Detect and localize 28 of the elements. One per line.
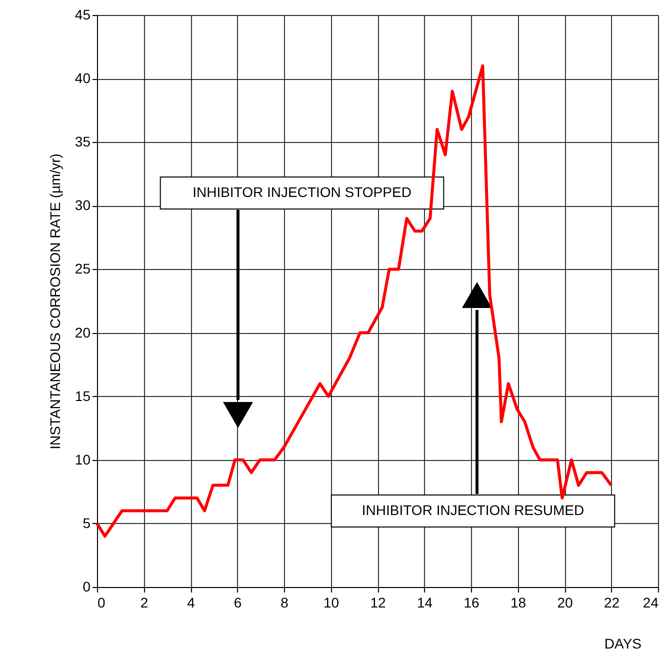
y-axis-title: INSTANTANEOUS CORROSION RATE (µm/yr)	[46, 154, 63, 450]
y-tick-label: 20	[74, 324, 91, 340]
x-tick-label: 0	[98, 594, 106, 610]
line-series	[96, 64, 613, 538]
annotation: INHIBITOR INJECTION RESUMED	[362, 502, 584, 518]
x-tick-label: 20	[557, 594, 573, 610]
x-tick-label: 6	[234, 594, 242, 610]
x-tick-label: 12	[370, 594, 386, 610]
annotation: INHIBITOR INJECTION STOPPED	[192, 184, 412, 200]
y-tick-label: 40	[74, 70, 91, 86]
y-tick-label: 25	[74, 260, 91, 277]
y-tick-label: 0	[82, 578, 91, 594]
y-tick-label: 15	[74, 388, 91, 404]
y-tick-label: 5	[82, 514, 91, 531]
x-tick-label: 22	[604, 594, 620, 610]
x-axis-title: DAYS	[604, 636, 642, 652]
y-tick-label: 45	[74, 6, 91, 22]
x-tick-label: 24	[642, 594, 659, 610]
x-tick-label: 10	[323, 594, 340, 610]
x-tick-label: 18	[510, 594, 526, 610]
x-tick-label: 4	[187, 594, 196, 610]
x-tick-label: 8	[280, 594, 289, 610]
y-tick-label: 10	[74, 451, 91, 468]
x-tick-label: 14	[416, 594, 433, 610]
y-tick-label: 30	[74, 197, 91, 214]
x-tick-label: 16	[464, 594, 480, 610]
x-tick-label: 2	[140, 594, 148, 610]
y-tick-label: 35	[74, 134, 91, 150]
